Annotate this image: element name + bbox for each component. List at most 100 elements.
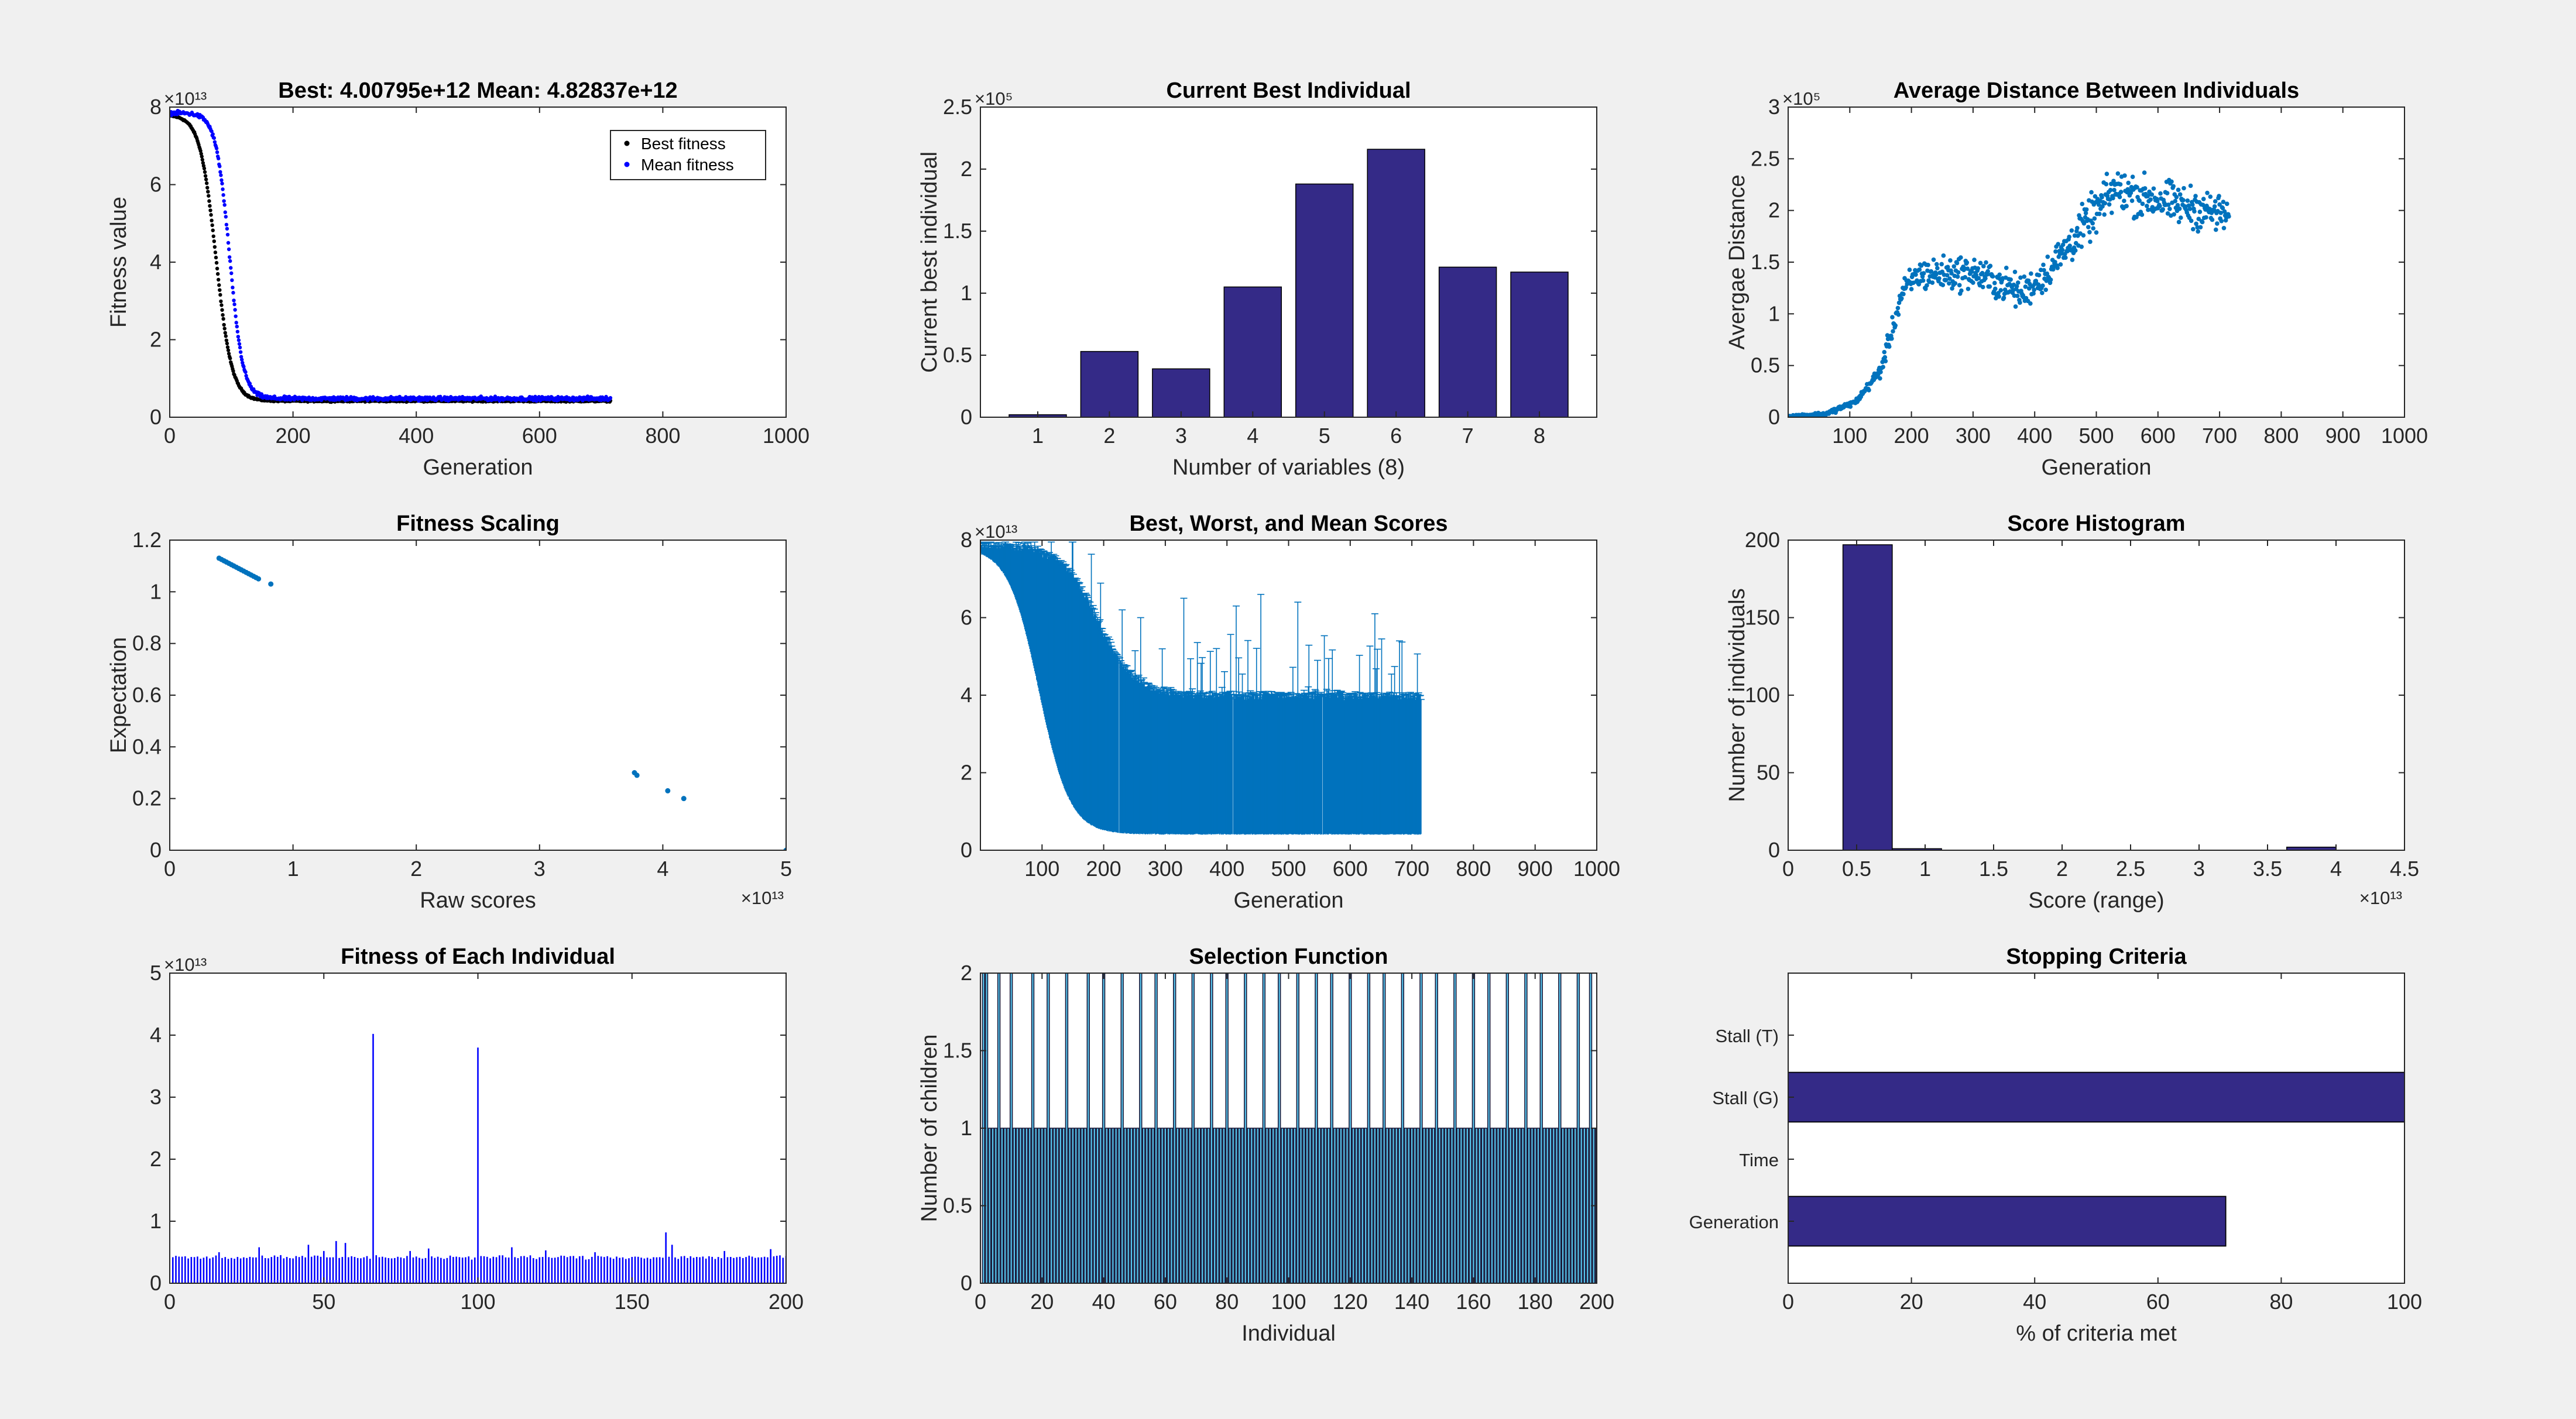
x-tick-label: 50	[312, 1290, 335, 1314]
children-bar	[1172, 973, 1176, 1283]
y-tick-label: 0.4	[132, 734, 162, 758]
y-tick-label: 0.6	[132, 683, 162, 707]
distance-point	[2013, 304, 2018, 309]
children-bar	[1049, 1128, 1053, 1283]
distance-point	[1893, 323, 1898, 328]
distance-point	[2220, 205, 2225, 211]
histogram-bin-0	[1842, 544, 1893, 850]
best-fitness-point	[221, 317, 225, 321]
x-tick-label: 500	[2078, 424, 2114, 448]
best-fitness-point	[217, 283, 221, 287]
chart-title: Fitness of Each Individual	[341, 944, 615, 969]
x-tick-label: 300	[1956, 424, 1991, 448]
x-tick-label: 800	[645, 424, 680, 448]
x-tick-label: 1000	[763, 424, 809, 448]
distance-point	[2096, 202, 2101, 207]
x-tick-label: 700	[1394, 857, 1429, 881]
distance-point	[1917, 267, 1922, 272]
children-bar	[1284, 1128, 1287, 1283]
mean-fitness-point	[237, 342, 242, 346]
distance-point	[2094, 230, 2099, 235]
distance-point	[2028, 301, 2033, 306]
x-tick-label: 80	[1215, 1290, 1239, 1314]
distance-point	[2081, 221, 2087, 226]
distance-point	[2042, 267, 2046, 273]
distance-point	[2089, 190, 2094, 195]
distance-point	[1953, 281, 1958, 286]
distance-point	[1882, 355, 1888, 360]
errorbar-series	[980, 541, 1425, 835]
data-layer	[980, 541, 1425, 835]
children-bar	[1142, 1128, 1145, 1283]
distance-point	[2224, 201, 2229, 207]
mean-fitness-point	[222, 202, 227, 207]
children-bar	[1385, 1128, 1389, 1283]
distance-point	[2145, 204, 2149, 208]
distance-point	[1901, 291, 1906, 297]
children-bar	[1515, 1128, 1518, 1283]
children-bar	[1127, 1128, 1130, 1283]
children-bar	[1111, 1128, 1115, 1283]
children-bar	[1244, 973, 1247, 1283]
children-bar	[1157, 1128, 1161, 1283]
distance-point	[1985, 269, 1990, 274]
distance-point	[2200, 202, 2205, 208]
x-tick-label: 1000	[2381, 424, 2428, 448]
chart-title: Score Histogram	[2007, 511, 2185, 536]
mean-fitness-point	[219, 173, 223, 177]
distance-point	[2167, 207, 2172, 211]
ga-plot-4: 0 1 2 3 4 5 0 0.2 0.4 0.6 0.8 1 1.2 Fitness Scaling Ra…	[107, 511, 792, 913]
children-bar	[1274, 1128, 1278, 1283]
distance-point	[2189, 218, 2194, 224]
x-tick-label: 8	[1534, 424, 1545, 448]
distance-point	[1987, 284, 1992, 289]
distance-point	[2191, 226, 2196, 232]
mean-fitness-point	[210, 129, 214, 133]
scaling-point	[665, 788, 671, 793]
distance-point	[2126, 180, 2131, 185]
best-fitness-point	[218, 288, 222, 292]
distance-point	[2213, 199, 2218, 204]
children-bar	[1586, 1128, 1589, 1283]
y-tick-label: 2.5	[1751, 146, 1780, 170]
children-bar	[1373, 1128, 1377, 1283]
children-bar	[1315, 973, 1318, 1283]
best-fitness-point	[200, 157, 205, 162]
distance-point	[2067, 234, 2071, 239]
best-fitness-point	[226, 348, 231, 352]
y-tick-label: 0	[961, 1271, 972, 1295]
distance-point	[2221, 200, 2226, 204]
distance-point	[1930, 280, 1935, 285]
children-bar	[1490, 1128, 1494, 1283]
children-bar	[1456, 1128, 1460, 1283]
children-bar	[1564, 1128, 1568, 1283]
children-bar	[1025, 1128, 1028, 1283]
distance-point	[1957, 283, 1962, 288]
distance-point	[2211, 207, 2217, 212]
distance-point	[1929, 269, 1934, 274]
children-bar	[1536, 1128, 1540, 1283]
distance-point	[2104, 171, 2109, 176]
y-tick-label: 2	[961, 961, 972, 985]
x-tick-label: 7	[1462, 424, 1474, 448]
children-bar	[1336, 1128, 1340, 1283]
best-fitness-point	[212, 239, 217, 243]
children-bar	[1339, 1128, 1343, 1283]
children-bar	[1179, 1128, 1182, 1283]
distance-point	[2221, 225, 2227, 231]
bar-var-4	[1223, 286, 1282, 417]
data-layer	[1788, 170, 2231, 417]
x-tick-label: 600	[1333, 857, 1368, 881]
distance-point	[2086, 225, 2091, 229]
distance-point	[1921, 271, 1926, 276]
distance-point	[1878, 376, 1882, 381]
x-tick-label: 100	[1024, 857, 1059, 881]
x-tick-label: 0	[975, 1290, 986, 1314]
y-tick-label: 2	[961, 761, 972, 785]
data-layer	[216, 555, 786, 850]
mean-fitness-point	[240, 358, 244, 362]
mean-fitness-point	[222, 199, 226, 203]
children-bar	[1503, 1128, 1506, 1283]
best-fitness-point	[202, 166, 207, 171]
mean-fitness-point	[230, 278, 234, 283]
